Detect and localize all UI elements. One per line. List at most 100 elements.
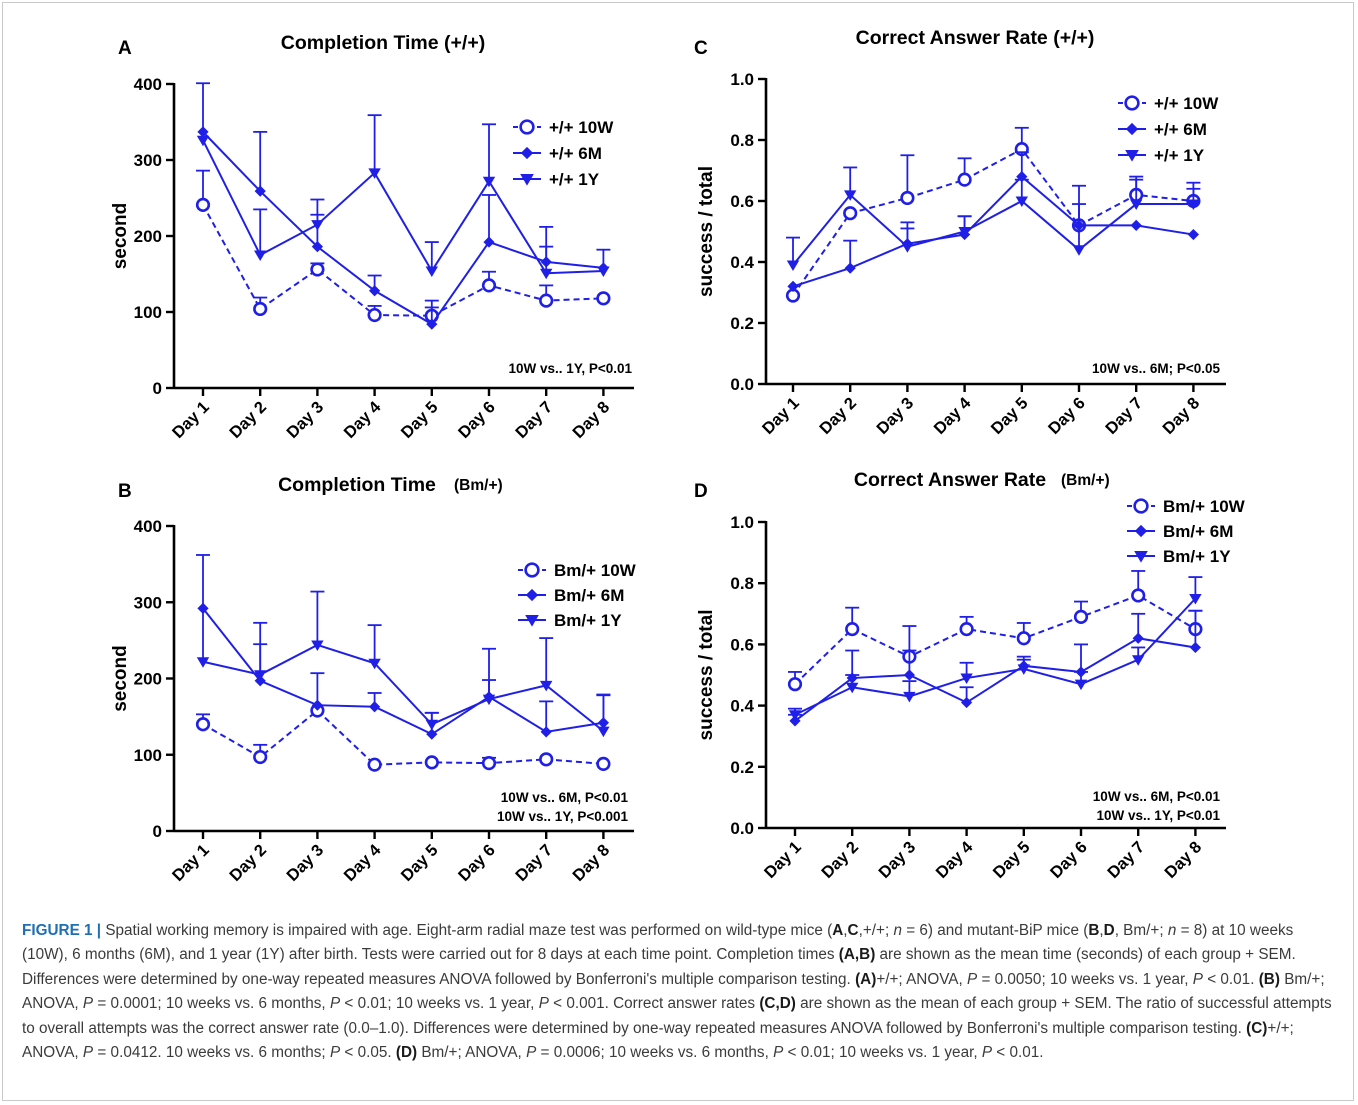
- x-tick-label: Day 5: [398, 841, 442, 885]
- chart-title-suffix: (Bm/+): [1061, 472, 1110, 489]
- chart-title: Correct Answer Rate (+/+): [856, 27, 1095, 49]
- x-tick-label: Day 1: [169, 398, 213, 442]
- data-point: [254, 303, 266, 315]
- caption-segment: P: [330, 1044, 340, 1061]
- data-point: [1073, 245, 1085, 256]
- x-tick-label: Day 1: [759, 394, 803, 438]
- data-point: [1075, 611, 1087, 623]
- legend-marker: [526, 564, 539, 577]
- data-point: [961, 623, 973, 635]
- data-point: [598, 293, 610, 305]
- caption-segment: (C,D): [759, 995, 796, 1012]
- data-point: [1132, 590, 1144, 602]
- stat-annotation: 10W vs.. 6M, P<0.01: [501, 790, 629, 805]
- figure-panels: A Completion Time (+/+)second010020030040…: [0, 0, 1358, 905]
- x-tick-label: Day 2: [816, 394, 860, 438]
- legend-marker: [1135, 500, 1148, 513]
- data-point: [483, 177, 495, 188]
- x-tick-label: Day 8: [569, 398, 613, 442]
- chart-panel-c: C Correct Answer Rate (+/+) success / tota…: [694, 27, 1226, 438]
- y-tick-label: 1.0: [730, 513, 754, 532]
- y-tick-label: 0.8: [730, 131, 754, 150]
- data-point: [597, 727, 609, 738]
- data-point: [197, 718, 209, 730]
- series-line: [203, 645, 603, 731]
- data-point: [426, 266, 438, 277]
- y-tick-label: 100: [134, 303, 162, 322]
- caption-segment: +/+; ANOVA,: [876, 971, 967, 988]
- stat-annotation: 10W vs.. 1Y, P<0.01: [1097, 808, 1221, 823]
- x-tick-label: Day 1: [169, 841, 213, 885]
- caption-segment: P: [1193, 971, 1203, 988]
- data-point: [254, 751, 266, 763]
- caption-segment: (C): [1246, 1020, 1267, 1037]
- caption-segment: P: [526, 1044, 536, 1061]
- y-tick-label: 300: [134, 593, 162, 612]
- data-point: [254, 251, 266, 262]
- x-tick-label: Day 6: [1047, 838, 1091, 882]
- panel-letter: A: [118, 38, 132, 59]
- series-2: [196, 555, 610, 737]
- x-tick-label: Day 8: [569, 841, 613, 885]
- caption-segment: (A): [855, 971, 876, 988]
- legend-label: +/+ 1Y: [1154, 146, 1205, 165]
- x-tick-label: Day 4: [341, 398, 385, 442]
- y-tick-label: 400: [134, 75, 162, 94]
- caption-segment: P: [773, 1044, 783, 1061]
- x-tick-label: Day 4: [933, 838, 977, 882]
- x-tick-label: Day 7: [1102, 394, 1146, 438]
- data-point: [904, 669, 915, 680]
- legend-entry: Bm/+ 10W: [518, 561, 637, 580]
- data-point: [197, 136, 209, 147]
- panel-letter: C: [694, 38, 708, 59]
- caption-segment: ,+/+;: [859, 922, 894, 939]
- caption-segment: = 0.0006; 10 weeks vs. 6 months,: [536, 1044, 773, 1061]
- y-axis-label: success / total: [696, 166, 717, 297]
- caption-segment: P: [83, 995, 93, 1012]
- legend-label: +/+ 6M: [549, 144, 602, 163]
- data-point: [844, 207, 856, 219]
- legend-entry: +/+ 1Y: [513, 170, 600, 189]
- caption-segment: (D): [396, 1044, 417, 1061]
- stat-annotation: 10W vs.. 1Y, P<0.01: [509, 361, 633, 376]
- caption-segment: B: [1088, 922, 1099, 939]
- panel-letter: D: [694, 481, 708, 502]
- data-point: [901, 242, 913, 253]
- legend-entry: +/+ 10W: [1118, 94, 1219, 113]
- stat-annotation: 10W vs.. 6M; P<0.05: [1092, 361, 1220, 376]
- caption-segment: P: [982, 1044, 992, 1061]
- caption-segment: < 0.01.: [1203, 971, 1259, 988]
- data-point: [1018, 632, 1030, 644]
- legend-label: Bm/+ 10W: [554, 561, 637, 580]
- x-tick-label: Day 3: [283, 841, 327, 885]
- x-tick-label: Day 5: [988, 394, 1032, 438]
- legend-marker: [521, 147, 533, 159]
- x-tick-label: Day 6: [1045, 394, 1089, 438]
- data-point: [369, 309, 381, 321]
- data-point: [540, 295, 552, 307]
- y-axis-label: second: [110, 203, 131, 270]
- caption-segment: = 0.0050; 10 weeks vs. 1 year,: [977, 971, 1193, 988]
- legend-entry: Bm/+ 6M: [518, 586, 624, 605]
- legend-entry: +/+ 10W: [513, 118, 614, 137]
- x-tick-label: Day 3: [873, 394, 917, 438]
- caption-segment: P: [967, 971, 977, 988]
- chart-title: Correct Answer Rate: [854, 469, 1046, 491]
- data-point: [787, 261, 799, 272]
- x-tick-label: Day 2: [226, 841, 270, 885]
- legend-label: Bm/+ 1Y: [554, 611, 622, 630]
- legend-entry: Bm/+ 6M: [1127, 522, 1233, 541]
- data-point: [1190, 642, 1201, 653]
- x-tick-label: Day 4: [341, 841, 385, 885]
- data-point: [312, 264, 324, 276]
- legend-label: Bm/+ 6M: [554, 586, 624, 605]
- data-point: [197, 199, 209, 211]
- x-tick-label: Day 7: [1104, 838, 1148, 882]
- data-point: [483, 757, 495, 769]
- x-tick-label: Day 4: [931, 394, 975, 438]
- caption-segment: C: [848, 922, 859, 939]
- caption-segment: = 6) and mutant-BiP mice (: [902, 922, 1088, 939]
- y-tick-label: 400: [134, 517, 162, 536]
- data-point: [1075, 680, 1087, 691]
- x-tick-label: Day 6: [455, 841, 499, 885]
